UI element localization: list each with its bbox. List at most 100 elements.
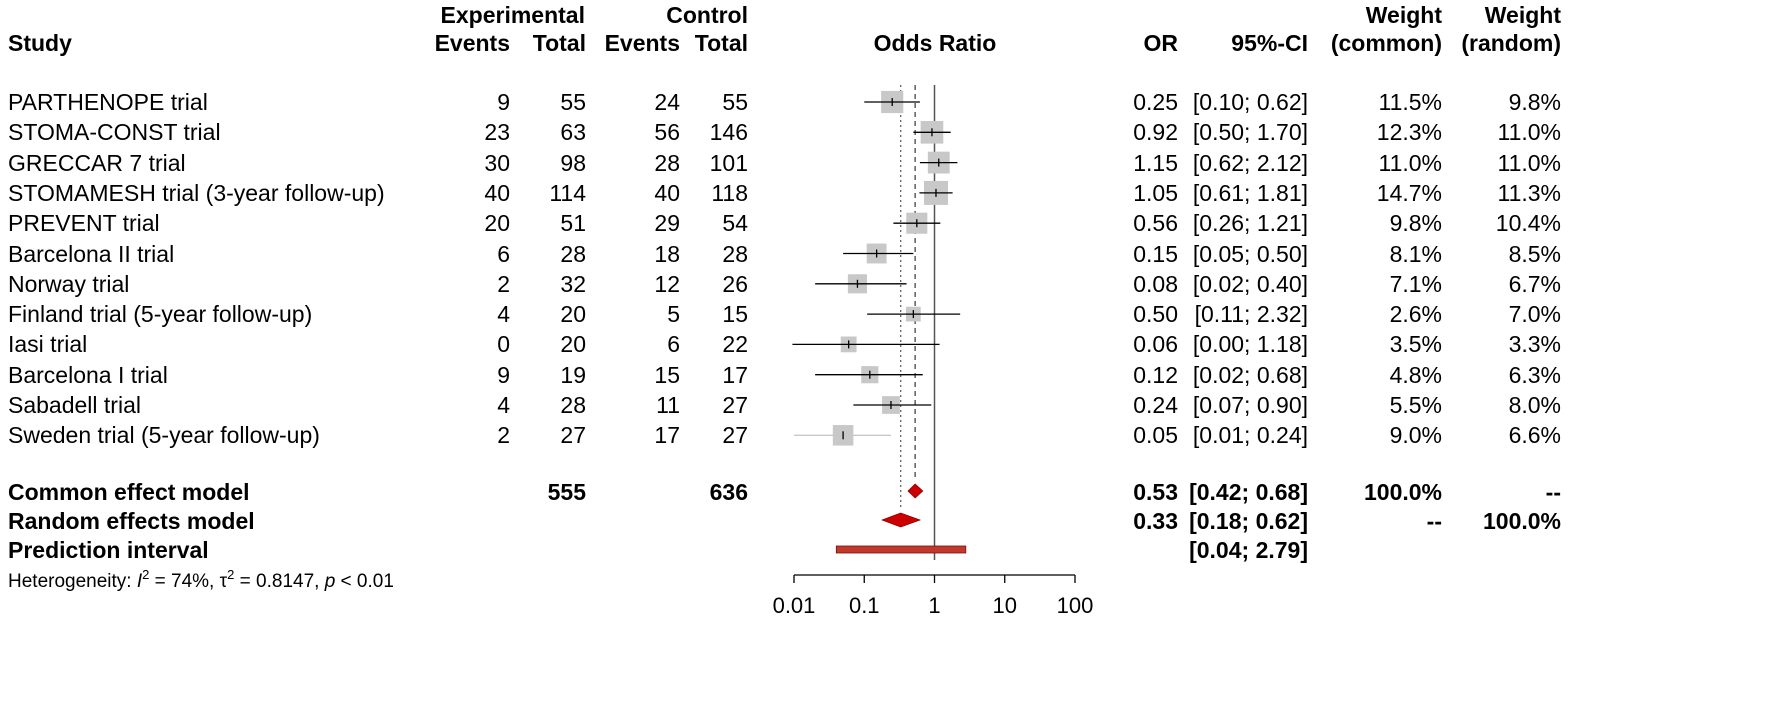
weight-common: 8.1% bbox=[1389, 240, 1442, 267]
common-weight-common: 100.0% bbox=[1363, 479, 1442, 505]
random-or: 0.33 bbox=[1133, 508, 1178, 534]
ctl-events: 11 bbox=[656, 392, 680, 418]
ctl-total: 27 bbox=[722, 422, 748, 449]
weight-common: 14.7% bbox=[1376, 179, 1442, 206]
x-tick-label: 10 bbox=[993, 593, 1017, 618]
ctl-total: 146 bbox=[709, 119, 748, 146]
ctl-events: 28 bbox=[654, 149, 680, 176]
ci-value: [0.02; 0.68] bbox=[1192, 361, 1308, 388]
weight-common: 4.8% bbox=[1389, 361, 1442, 388]
ctl-events: 15 bbox=[654, 361, 680, 388]
ctl-total: 54 bbox=[722, 210, 748, 237]
ctl-total: 55 bbox=[722, 89, 748, 115]
exp-events: 4 bbox=[497, 392, 510, 418]
common-model-label: Common effect model bbox=[8, 479, 250, 505]
ci-value: [0.11; 2.32] bbox=[1194, 301, 1308, 328]
ci-value: [0.10; 0.62] bbox=[1192, 89, 1308, 115]
weight-random: 6.6% bbox=[1508, 422, 1561, 449]
ctl-events: 29 bbox=[654, 210, 680, 237]
weight-random: 3.3% bbox=[1508, 331, 1561, 358]
common-ci: [0.42; 0.68] bbox=[1189, 479, 1308, 505]
random-ci: [0.18; 0.62] bbox=[1189, 508, 1308, 534]
exp-events-header: Events bbox=[434, 30, 510, 56]
exp-total: 19 bbox=[560, 361, 586, 388]
x-tick-label: 0.1 bbox=[849, 593, 880, 618]
control-header: Control bbox=[666, 2, 748, 28]
or-value: 0.15 bbox=[1133, 240, 1178, 267]
common-effect-diamond bbox=[907, 483, 924, 499]
ci-value: [0.00; 1.18] bbox=[1192, 331, 1308, 358]
x-tick-label: 1 bbox=[928, 593, 940, 618]
study-name: Norway trial bbox=[8, 270, 130, 297]
or-header: OR bbox=[1143, 30, 1179, 56]
random-effect-diamond bbox=[881, 512, 922, 528]
exp-total: 20 bbox=[560, 331, 586, 358]
ci-value: [0.01; 0.24] bbox=[1192, 422, 1308, 449]
ctl-total: 26 bbox=[722, 270, 748, 297]
ctl-events: 40 bbox=[654, 179, 680, 206]
or-value: 0.05 bbox=[1133, 422, 1178, 449]
study-name: Finland trial (5-year follow-up) bbox=[8, 301, 313, 328]
or-value: 0.06 bbox=[1133, 331, 1178, 358]
weight-common-header-2: (common) bbox=[1330, 30, 1442, 56]
weight-common: 11.5% bbox=[1378, 89, 1442, 115]
ctl-total: 15 bbox=[722, 301, 748, 328]
or-value: 0.24 bbox=[1133, 392, 1178, 418]
ctl-events: 12 bbox=[654, 270, 680, 297]
weight-common: 2.6% bbox=[1389, 301, 1442, 328]
weight-common: 7.1% bbox=[1389, 270, 1442, 297]
common-ctl-total: 636 bbox=[709, 479, 748, 505]
study-name: STOMA-CONST trial bbox=[8, 119, 221, 146]
study-name: PREVENT trial bbox=[8, 210, 160, 237]
study-name: PARTHENOPE trial bbox=[8, 89, 208, 115]
ci-value: [0.62; 2.12] bbox=[1192, 149, 1308, 176]
weight-random: 11.0% bbox=[1497, 149, 1561, 176]
exp-total: 114 bbox=[549, 179, 586, 206]
ctl-total: 27 bbox=[722, 392, 748, 418]
study-name: GRECCAR 7 trial bbox=[8, 149, 186, 176]
exp-total: 55 bbox=[560, 89, 586, 115]
ctl-events: 24 bbox=[654, 89, 680, 115]
or-value: 0.56 bbox=[1133, 210, 1178, 237]
or-value: 0.25 bbox=[1133, 89, 1178, 115]
exp-total-header: Total bbox=[532, 30, 586, 56]
ci-value: [0.61; 1.81] bbox=[1192, 179, 1308, 206]
ci-value: [0.50; 1.70] bbox=[1192, 119, 1308, 146]
exp-total: 27 bbox=[560, 422, 586, 449]
weight-random: 6.7% bbox=[1508, 270, 1561, 297]
or-value: 0.92 bbox=[1133, 119, 1178, 146]
prediction-interval-bar bbox=[835, 545, 967, 554]
exp-events: 9 bbox=[497, 361, 510, 388]
weight-random: 10.4% bbox=[1495, 210, 1561, 237]
ctl-total: 118 bbox=[711, 179, 748, 206]
exp-total: 32 bbox=[560, 270, 586, 297]
or-value: 1.05 bbox=[1133, 179, 1178, 206]
exp-events: 2 bbox=[497, 422, 510, 449]
exp-events: 0 bbox=[497, 331, 510, 358]
ci-value: [0.07; 0.90] bbox=[1192, 392, 1308, 418]
weight-common: 12.3% bbox=[1376, 119, 1442, 146]
odds-ratio-header: Odds Ratio bbox=[873, 30, 997, 56]
prediction-label: Prediction interval bbox=[8, 537, 209, 563]
ctl-events-header: Events bbox=[604, 30, 680, 56]
weight-random: 8.0% bbox=[1508, 392, 1561, 418]
weight-random: 11.0% bbox=[1497, 119, 1561, 146]
weight-common: 9.8% bbox=[1389, 210, 1442, 237]
ctl-events: 18 bbox=[654, 240, 680, 267]
exp-events: 23 bbox=[484, 119, 510, 146]
prediction-ci: [0.04; 2.79] bbox=[1189, 537, 1308, 563]
weight-common: 11.0% bbox=[1378, 149, 1442, 176]
or-value: 0.12 bbox=[1133, 361, 1178, 388]
x-tick-label: 100 bbox=[1057, 593, 1094, 618]
common-weight-random: -- bbox=[1545, 479, 1561, 505]
study-name: Barcelona I trial bbox=[8, 361, 168, 388]
or-value: 0.08 bbox=[1133, 270, 1178, 297]
ci-value: [0.05; 0.50] bbox=[1192, 240, 1308, 267]
ctl-total: 101 bbox=[709, 149, 748, 176]
exp-events: 9 bbox=[497, 89, 510, 115]
or-value: 0.50 bbox=[1133, 301, 1178, 328]
study-header: Study bbox=[8, 30, 72, 56]
exp-events: 30 bbox=[484, 149, 510, 176]
ctl-total: 22 bbox=[722, 331, 748, 358]
exp-total: 28 bbox=[560, 240, 586, 267]
